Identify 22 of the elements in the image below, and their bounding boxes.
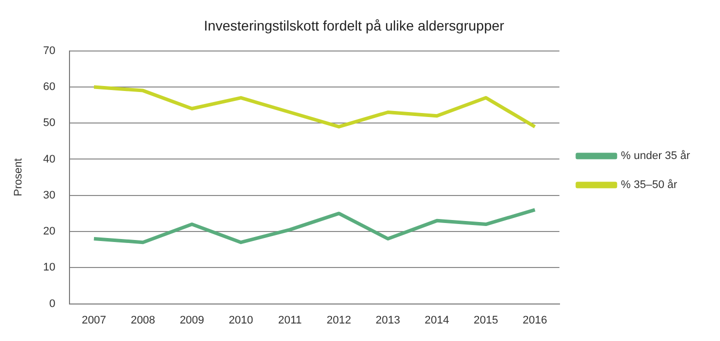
x-tick-label: 2010 bbox=[228, 314, 254, 326]
y-tick-label: 50 bbox=[43, 117, 56, 130]
x-tick-label: 2007 bbox=[82, 314, 106, 326]
x-tick-label: 2015 bbox=[474, 314, 498, 326]
x-tick-label: 2016 bbox=[522, 314, 548, 326]
y-tick-label: 0 bbox=[49, 298, 56, 310]
x-tick-label: 2014 bbox=[424, 314, 450, 326]
y-tick-label: 30 bbox=[43, 189, 56, 202]
x-tick-label: 2008 bbox=[130, 314, 156, 326]
x-tick-label: 2009 bbox=[180, 314, 204, 326]
y-axis-title: Prosent bbox=[12, 158, 25, 196]
legend-label: % 35–50 år bbox=[620, 179, 678, 192]
x-tick-label: 2013 bbox=[376, 314, 400, 326]
x-tick-label: 2011 bbox=[278, 314, 302, 326]
x-tick-label: 2012 bbox=[326, 314, 352, 326]
chart-title: Investeringstilskott fordelt på ulike aldersgrupper bbox=[204, 17, 505, 34]
legend-label: % under 35 år bbox=[620, 150, 690, 162]
y-tick-label: 70 bbox=[43, 44, 56, 57]
y-tick-label: 60 bbox=[43, 80, 56, 93]
y-tick-label: 10 bbox=[43, 262, 56, 274]
y-tick-label: 40 bbox=[43, 153, 56, 166]
y-tick-label: 20 bbox=[43, 226, 56, 238]
